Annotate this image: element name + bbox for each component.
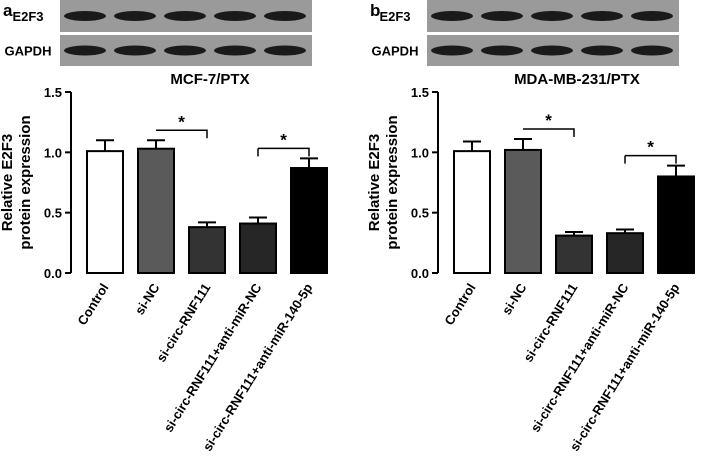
y-axis-label: Relative E2F3 bbox=[0, 134, 16, 232]
blot-label: GAPDH bbox=[5, 44, 52, 59]
blot-band bbox=[581, 11, 623, 21]
blot-band bbox=[581, 45, 623, 56]
blot-band bbox=[214, 45, 256, 56]
y-tick-label: 0.0 bbox=[411, 266, 429, 281]
bar bbox=[606, 232, 644, 274]
blot-band bbox=[631, 11, 673, 21]
blot-band bbox=[114, 11, 156, 21]
y-axis-label: Relative E2F3 bbox=[366, 134, 383, 232]
y-tick-label: 1.0 bbox=[411, 145, 429, 160]
blot-band bbox=[264, 11, 306, 21]
y-axis-label: protein expression bbox=[17, 115, 34, 249]
y-axis-label: protein expression bbox=[384, 115, 401, 249]
bar bbox=[657, 175, 695, 274]
y-tick-label: 1.5 bbox=[411, 85, 429, 100]
bar bbox=[555, 234, 593, 275]
y-tick-label: 0.0 bbox=[44, 266, 62, 281]
x-tick-label: si-circ-RNF111+anti-miR-140-5p bbox=[200, 281, 316, 454]
blot-band bbox=[114, 45, 156, 56]
bar bbox=[86, 150, 124, 274]
blot-band bbox=[481, 11, 523, 21]
significance-star: * bbox=[280, 130, 287, 149]
significance-bracket bbox=[624, 154, 677, 164]
y-tick-label: 1.5 bbox=[44, 85, 62, 100]
x-tick-label: Control bbox=[74, 281, 111, 328]
blot-band bbox=[631, 45, 673, 56]
bar bbox=[290, 167, 328, 275]
significance-bracket bbox=[523, 128, 575, 138]
blot-band bbox=[64, 45, 106, 56]
significance-star: * bbox=[545, 111, 552, 130]
blot-band bbox=[164, 45, 206, 56]
y-tick-label: 0.5 bbox=[44, 206, 62, 221]
blot-label: E2F3 bbox=[379, 9, 410, 24]
x-tick-label: si-circ-RNF111 bbox=[153, 281, 213, 365]
bar bbox=[137, 147, 175, 274]
blot-band bbox=[214, 11, 256, 21]
x-tick-label: si-NC bbox=[499, 280, 530, 317]
y-tick-label: 0.5 bbox=[411, 206, 429, 221]
panel-letter: b bbox=[370, 1, 380, 20]
bar bbox=[453, 150, 491, 274]
bar bbox=[188, 226, 226, 274]
blot-label: GAPDH bbox=[372, 44, 419, 59]
blot-band bbox=[64, 11, 106, 21]
x-tick-label: si-circ-RNF111 bbox=[520, 281, 580, 365]
blot-band bbox=[164, 11, 206, 21]
chart-title: MCF-7/PTX bbox=[170, 71, 249, 88]
panel-letter: a bbox=[3, 1, 13, 20]
x-tick-label: si-circ-RNF111+anti-miR-NC bbox=[161, 280, 265, 435]
significance-star: * bbox=[647, 138, 654, 157]
y-tick-label: 1.0 bbox=[44, 145, 62, 160]
significance-bracket bbox=[257, 147, 310, 157]
x-tick-label: si-NC bbox=[132, 280, 163, 317]
bar bbox=[239, 222, 277, 275]
blot-band bbox=[531, 11, 573, 21]
blot-band bbox=[264, 45, 306, 56]
blot-label: E2F3 bbox=[12, 9, 43, 24]
significance-bracket bbox=[156, 129, 208, 139]
bar bbox=[504, 148, 542, 274]
x-tick-label: si-circ-RNF111+anti-miR-NC bbox=[528, 280, 632, 435]
significance-star: * bbox=[178, 112, 185, 131]
x-tick-label: Control bbox=[441, 281, 478, 328]
x-tick-label: si-circ-RNF111+anti-miR-140-5p bbox=[567, 281, 683, 454]
chart-title: MDA-MB-231/PTX bbox=[514, 71, 640, 88]
blot-band bbox=[431, 45, 473, 56]
blot-band bbox=[481, 45, 523, 56]
blot-band bbox=[431, 11, 473, 21]
blot-band bbox=[531, 45, 573, 56]
